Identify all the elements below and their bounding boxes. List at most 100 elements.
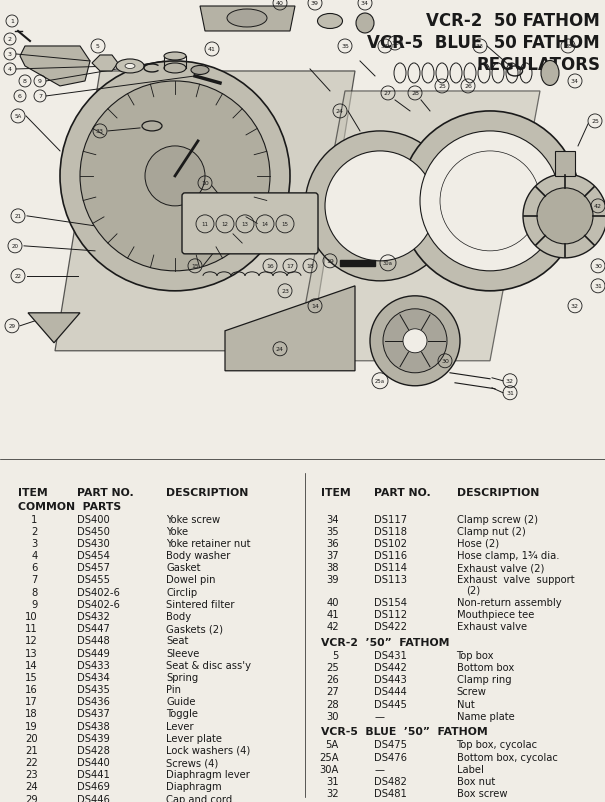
Text: 34: 34 [326,514,339,524]
Bar [340,261,375,266]
Text: Box screw: Box screw [457,788,507,798]
Circle shape [420,132,560,272]
Text: Pin: Pin [166,684,181,695]
Text: Gasket: Gasket [166,563,201,573]
Text: DS457: DS457 [77,563,110,573]
Text: 32: 32 [506,379,514,384]
Text: Name plate: Name plate [457,711,514,721]
Text: 24: 24 [276,346,284,352]
Text: DS102: DS102 [374,538,407,549]
Ellipse shape [164,64,186,74]
Text: DS454: DS454 [77,550,110,561]
Text: 9: 9 [38,79,42,84]
Text: 36: 36 [326,538,339,549]
Text: DS402-6: DS402-6 [77,599,120,609]
Polygon shape [200,7,295,32]
Text: 19: 19 [326,259,334,264]
Text: 26: 26 [464,84,472,89]
Text: Screws (4): Screws (4) [166,757,218,768]
Text: 25: 25 [591,119,599,124]
Circle shape [305,132,455,282]
Text: Dowel pin: Dowel pin [166,575,216,585]
Text: Label: Label [457,764,483,774]
Text: 6: 6 [31,563,38,573]
Text: 21: 21 [25,745,38,755]
Text: VCR-2  50 FATHOM: VCR-2 50 FATHOM [427,12,600,30]
Text: DS436: DS436 [77,696,110,707]
Text: 38: 38 [326,563,339,573]
Text: Yoke screw: Yoke screw [166,514,221,524]
Circle shape [370,297,460,387]
Text: 5: 5 [332,650,339,660]
Text: 22: 22 [25,757,38,768]
Text: DS400: DS400 [77,514,110,524]
Text: 27: 27 [326,687,339,697]
Text: Top box: Top box [457,650,494,660]
Text: Circlip: Circlip [166,587,198,597]
Text: 7: 7 [38,95,42,99]
Text: 16: 16 [266,264,274,269]
Text: 34: 34 [571,79,579,84]
Text: 1: 1 [31,514,38,524]
Polygon shape [55,72,355,351]
Text: 11: 11 [25,623,38,634]
Text: DS433: DS433 [77,660,110,670]
Text: 2: 2 [31,526,38,536]
Text: 29: 29 [25,794,38,802]
Text: DS116: DS116 [374,550,407,561]
Text: Lever: Lever [166,721,194,731]
Text: 33: 33 [476,44,484,50]
Text: 37: 37 [381,44,389,50]
Text: VCR-2  ’50”  FATHOM: VCR-2 ’50” FATHOM [321,637,450,646]
Circle shape [383,310,447,373]
Text: 18: 18 [306,264,314,269]
Circle shape [400,111,580,291]
Ellipse shape [227,10,267,28]
Text: Mouthpiece tee: Mouthpiece tee [457,610,534,619]
Ellipse shape [318,14,342,30]
Text: —: — [374,764,384,774]
Text: Screw: Screw [457,687,486,697]
Text: 29: 29 [8,324,16,329]
Text: 13: 13 [241,222,249,227]
Text: Exhaust valve: Exhaust valve [457,622,526,631]
Text: 32: 32 [326,788,339,798]
Text: 16: 16 [25,684,38,695]
Text: VCR-5  BLUE  50 FATHOM: VCR-5 BLUE 50 FATHOM [367,34,600,52]
Text: DS475: DS475 [374,739,407,749]
Ellipse shape [356,14,374,34]
Text: ITEM: ITEM [18,487,48,497]
Text: 39: 39 [326,575,339,585]
Text: Hose clamp, 1¾ dia.: Hose clamp, 1¾ dia. [457,550,559,561]
Text: 3: 3 [8,52,12,58]
Text: DS438: DS438 [77,721,110,731]
Polygon shape [295,92,540,362]
Text: 4: 4 [8,67,12,72]
Text: DS431: DS431 [374,650,407,660]
Text: DS455: DS455 [77,575,110,585]
Text: 7: 7 [31,575,38,585]
Text: 30A: 30A [319,764,339,774]
Text: DS449: DS449 [77,648,110,658]
Text: 4: 4 [31,550,38,561]
Text: DS444: DS444 [374,687,407,697]
Circle shape [403,330,427,354]
Text: Sintered filter: Sintered filter [166,599,235,609]
Circle shape [537,188,593,245]
Text: Non-return assembly: Non-return assembly [457,597,561,607]
Polygon shape [225,286,355,371]
Ellipse shape [541,62,559,87]
Text: —: — [374,711,384,721]
Text: DS428: DS428 [77,745,110,755]
Text: ITEM: ITEM [321,487,351,497]
Ellipse shape [191,67,209,75]
Text: DS112: DS112 [374,610,407,619]
Text: 32: 32 [571,304,579,309]
Text: DS445: DS445 [374,699,407,709]
Text: 1: 1 [10,19,14,24]
Text: 31: 31 [506,391,514,395]
Text: Seat & disc ass'y: Seat & disc ass'y [166,660,252,670]
Text: 31: 31 [594,284,602,289]
Text: PART NO.: PART NO. [374,487,431,497]
Text: 25A: 25A [319,751,339,762]
